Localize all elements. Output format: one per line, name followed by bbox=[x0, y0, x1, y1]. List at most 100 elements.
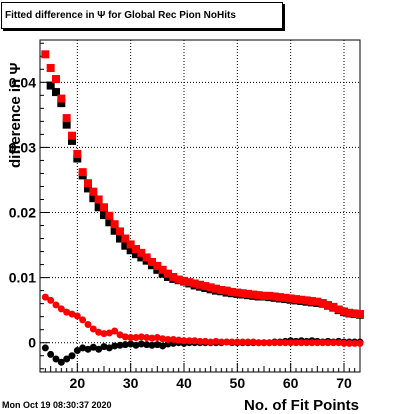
data-point-square-series-1 bbox=[244, 289, 252, 298]
data-point-square-series-0 bbox=[94, 203, 103, 212]
y-tick-label: 0.03 bbox=[9, 139, 36, 155]
data-point-circle-series-3 bbox=[159, 335, 167, 343]
data-point-circle-series-3 bbox=[335, 339, 343, 347]
x-tick-label: 50 bbox=[230, 375, 246, 391]
data-point-circle-series-3 bbox=[351, 339, 359, 347]
data-point-circle-series-3 bbox=[223, 338, 231, 346]
data-point-circle-series-2 bbox=[116, 341, 124, 349]
data-point-square-series-1 bbox=[105, 211, 114, 220]
data-point-square-series-0 bbox=[116, 234, 124, 243]
data-point-circle-series-3 bbox=[79, 316, 87, 324]
tick-labels: 20 30 40 50 60 70 0 0.01 0.02 0.03 0.04 bbox=[9, 74, 352, 391]
data-point-circle-series-3 bbox=[84, 320, 92, 328]
data-point-square-series-1 bbox=[334, 305, 343, 314]
data-point-square-series-1 bbox=[345, 308, 354, 317]
data-point-square-series-1 bbox=[52, 75, 60, 84]
data-point-circle-series-3 bbox=[191, 337, 199, 345]
data-point-square-series-1 bbox=[78, 168, 87, 177]
data-point-circle-series-3 bbox=[233, 338, 241, 346]
data-point-circle-series-3 bbox=[111, 327, 119, 335]
data-point-circle-series-2 bbox=[143, 341, 151, 349]
data-point-square-series-0 bbox=[132, 250, 140, 259]
data-point-square-series-1 bbox=[260, 291, 268, 300]
data-point-square-series-1 bbox=[73, 149, 82, 158]
data-point-square-series-0 bbox=[57, 99, 66, 108]
data-point-square-series-1 bbox=[217, 285, 226, 294]
data-point-circle-series-2 bbox=[132, 341, 140, 349]
data-point-square-series-1 bbox=[270, 292, 279, 301]
data-point-square-series-0 bbox=[110, 226, 119, 235]
data-point-square-series-1 bbox=[137, 248, 146, 257]
data-point-circle-series-3 bbox=[105, 329, 113, 337]
data-point-square-series-1 bbox=[265, 291, 274, 300]
data-point-circle-series-3 bbox=[308, 339, 316, 347]
data-point-circle-series-3 bbox=[100, 330, 108, 338]
plot-frame bbox=[39, 39, 361, 373]
data-point-circle-series-2 bbox=[100, 343, 108, 351]
data-point-circle-series-3 bbox=[239, 338, 247, 346]
y-axis-label: difference in Ψ bbox=[7, 63, 24, 169]
y-tick-label: 0.02 bbox=[9, 205, 36, 221]
data-point-square-series-1 bbox=[110, 220, 119, 229]
data-point-square-series-1 bbox=[62, 114, 71, 123]
data-point-square-series-1 bbox=[68, 131, 76, 140]
data-point-square-series-1 bbox=[164, 269, 172, 278]
data-point-circle-series-2 bbox=[105, 344, 113, 352]
data-point-circle-series-3 bbox=[143, 333, 151, 341]
data-point-square-series-0 bbox=[121, 241, 130, 250]
data-point-circle-series-2 bbox=[63, 355, 71, 363]
data-point-circle-series-3 bbox=[121, 333, 129, 341]
data-point-circle-series-2 bbox=[73, 347, 81, 355]
data-point-circle-series-2 bbox=[68, 352, 76, 360]
data-markers bbox=[41, 50, 364, 366]
data-point-circle-series-3 bbox=[271, 339, 279, 347]
data-point-square-series-1 bbox=[340, 307, 348, 316]
data-point-square-series-1 bbox=[132, 244, 140, 253]
data-point-circle-series-3 bbox=[249, 338, 257, 346]
data-point-circle-series-3 bbox=[228, 338, 236, 346]
data-point-circle-series-3 bbox=[212, 337, 220, 345]
data-point-square-series-1 bbox=[94, 195, 103, 204]
data-point-square-series-1 bbox=[185, 278, 194, 287]
data-point-circle-series-3 bbox=[287, 339, 295, 347]
data-point-square-series-0 bbox=[126, 246, 135, 255]
data-point-square-series-1 bbox=[281, 293, 290, 302]
data-point-square-series-1 bbox=[276, 293, 284, 302]
data-point-square-series-1 bbox=[158, 265, 167, 274]
data-point-square-series-0 bbox=[73, 154, 82, 163]
data-point-circle-series-2 bbox=[153, 341, 161, 349]
data-point-square-series-1 bbox=[318, 298, 327, 307]
data-point-square-series-1 bbox=[302, 296, 311, 305]
data-point-square-series-1 bbox=[254, 291, 263, 300]
data-point-circle-series-2 bbox=[137, 340, 145, 348]
data-point-square-series-0 bbox=[68, 136, 76, 145]
data-point-square-series-1 bbox=[180, 276, 188, 285]
data-point-square-series-0 bbox=[105, 218, 114, 227]
data-point-circle-series-2 bbox=[89, 343, 97, 351]
data-point-square-series-0 bbox=[46, 81, 55, 90]
data-point-square-series-1 bbox=[324, 300, 332, 309]
x-tick-label: 20 bbox=[70, 375, 86, 391]
data-point-square-series-1 bbox=[356, 310, 364, 319]
data-point-circle-series-3 bbox=[47, 296, 55, 304]
data-point-square-series-1 bbox=[238, 289, 247, 298]
data-point-square-series-1 bbox=[148, 257, 156, 266]
data-point-square-series-1 bbox=[201, 282, 210, 291]
data-point-circle-series-3 bbox=[292, 339, 300, 347]
data-point-square-series-1 bbox=[292, 295, 300, 304]
data-point-square-series-1 bbox=[249, 290, 258, 299]
data-point-circle-series-3 bbox=[255, 339, 263, 347]
data-point-circle-series-3 bbox=[185, 337, 193, 345]
data-point-square-series-1 bbox=[313, 297, 322, 306]
timestamp: Mon Oct 19 08:30:37 2020 bbox=[2, 400, 112, 410]
axis-ticks bbox=[39, 42, 361, 372]
data-point-circle-series-2 bbox=[84, 345, 92, 353]
data-point-circle-series-3 bbox=[73, 312, 81, 320]
x-tick-label: 60 bbox=[283, 375, 299, 391]
data-point-square-series-1 bbox=[206, 283, 215, 292]
data-point-circle-series-3 bbox=[356, 339, 364, 347]
data-point-circle-series-2 bbox=[159, 342, 167, 350]
data-point-circle-series-2 bbox=[57, 358, 65, 366]
data-point-square-series-1 bbox=[196, 280, 204, 289]
data-point-circle-series-2 bbox=[121, 341, 129, 349]
